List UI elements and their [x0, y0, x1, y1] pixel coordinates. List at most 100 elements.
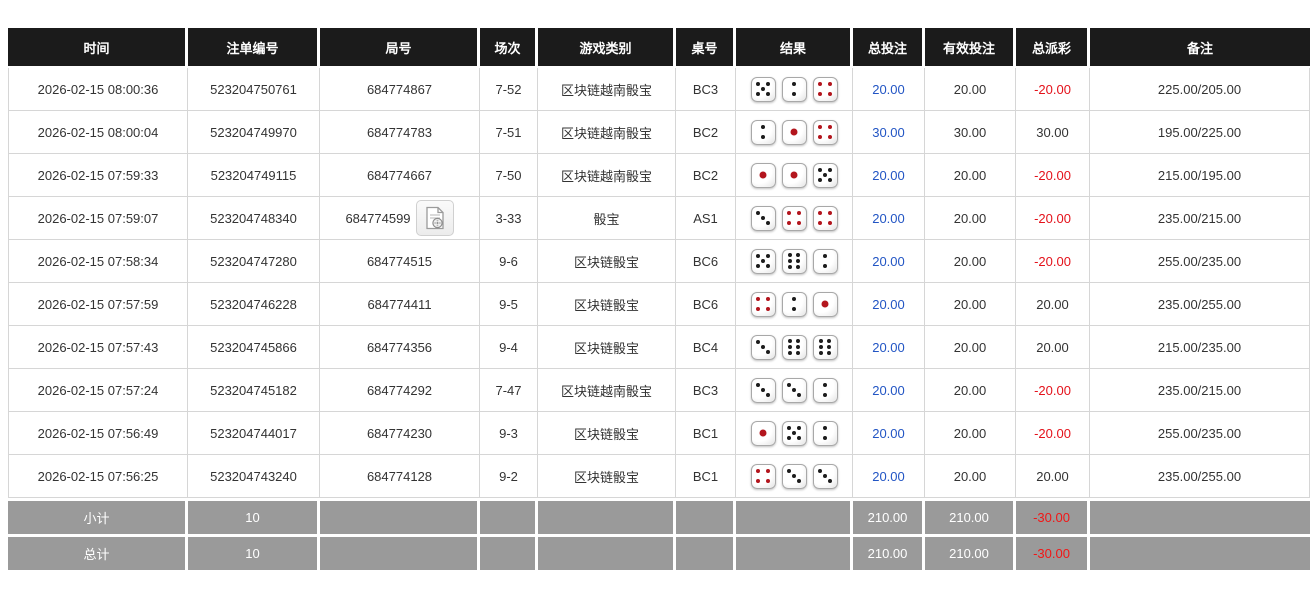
die-2: [812, 377, 838, 403]
summary-empty-table: [676, 534, 736, 570]
cell-session: 7-47: [480, 369, 538, 412]
round-id-wrap: 684774515: [323, 254, 476, 269]
cell-bet-id: 523204750761: [188, 68, 320, 111]
cell-time: 2026-02-15 08:00:04: [8, 111, 188, 154]
cell-table-no: BC6: [676, 283, 736, 326]
round-id-text: 684774599: [345, 210, 411, 226]
round-id-text: 684774411: [367, 296, 432, 312]
col-header-total-payout: 总派彩: [1016, 28, 1090, 68]
cell-round-id: 684774356: [320, 326, 480, 369]
summary-empty-note: [1090, 498, 1310, 534]
dice-result: [739, 420, 849, 446]
round-id-text: 684774515: [366, 253, 433, 269]
cell-bet-id: 523204748340: [188, 197, 320, 240]
cell-total-bet: 20.00: [853, 197, 925, 240]
die-6: [781, 248, 807, 274]
round-id-wrap: 684774292: [323, 383, 476, 398]
round-id-text: 684774292: [366, 382, 433, 398]
cell-round-id: 684774783: [320, 111, 480, 154]
table-row: 2026-02-15 07:56:49 523204744017 684774230…: [8, 412, 1310, 455]
cell-total-bet: 20.00: [853, 412, 925, 455]
cell-total-payout: -20.00: [1016, 240, 1090, 283]
cell-valid-bet: 20.00: [925, 154, 1016, 197]
cell-table-no: BC2: [676, 154, 736, 197]
die-4: [781, 205, 807, 231]
cell-time: 2026-02-15 07:56:25: [8, 455, 188, 498]
table-row: 2026-02-15 07:59:33 523204749115 684774667…: [8, 154, 1310, 197]
cell-total-payout: 20.00: [1016, 326, 1090, 369]
cell-bet-id: 523204746228: [188, 283, 320, 326]
cell-total-payout: -20.00: [1016, 197, 1090, 240]
cell-total-payout: -20.00: [1016, 68, 1090, 111]
cell-session: 9-5: [480, 283, 538, 326]
cell-bet-id: 523204745182: [188, 369, 320, 412]
cell-valid-bet: 20.00: [925, 197, 1016, 240]
cell-result: [736, 240, 853, 283]
cell-total-payout: 20.00: [1016, 283, 1090, 326]
die-2: [781, 76, 807, 102]
cell-table-no: BC4: [676, 326, 736, 369]
cell-note: 215.00/195.00: [1090, 154, 1310, 197]
cell-game-type: 区块链骰宝: [538, 412, 676, 455]
cell-time: 2026-02-15 07:59:33: [8, 154, 188, 197]
round-id-text: 684774783: [366, 124, 433, 140]
cell-table-no: BC3: [676, 369, 736, 412]
cell-round-id: 684774128: [320, 455, 480, 498]
cell-note: 225.00/205.00: [1090, 68, 1310, 111]
round-id-wrap: 684774128: [323, 469, 476, 484]
summary-label: 小计: [8, 498, 188, 534]
table-row: 2026-02-15 07:58:34 523204747280 684774515…: [8, 240, 1310, 283]
cell-time: 2026-02-15 07:57:59: [8, 283, 188, 326]
cell-game-type: 骰宝: [538, 197, 676, 240]
summary-empty-game: [538, 534, 676, 570]
cell-game-type: 区块链越南骰宝: [538, 154, 676, 197]
die-1: [812, 291, 838, 317]
cell-total-payout: -20.00: [1016, 412, 1090, 455]
subtotal-row: 小计 10 210.00 210.00 -30.00: [8, 498, 1310, 534]
cell-valid-bet: 20.00: [925, 68, 1016, 111]
cell-result: [736, 283, 853, 326]
cell-note: 235.00/255.00: [1090, 283, 1310, 326]
dice-result: [739, 162, 849, 188]
dice-result: [739, 334, 849, 360]
table-row: 2026-02-15 07:57:43 523204745866 684774356…: [8, 326, 1310, 369]
die-1: [750, 420, 776, 446]
col-header-round-id: 局号: [320, 28, 480, 68]
cell-round-id: 684774230: [320, 412, 480, 455]
video-replay-button[interactable]: [415, 200, 454, 236]
cell-result: [736, 68, 853, 111]
die-5: [750, 248, 776, 274]
col-header-table-no: 桌号: [676, 28, 736, 68]
cell-note: 255.00/235.00: [1090, 412, 1310, 455]
cell-session: 9-4: [480, 326, 538, 369]
round-id-wrap: 684774599: [323, 200, 476, 236]
cell-valid-bet: 20.00: [925, 283, 1016, 326]
cell-result: [736, 111, 853, 154]
summary-count: 10: [188, 498, 320, 534]
col-header-total-bet: 总投注: [853, 28, 925, 68]
cell-bet-id: 523204747280: [188, 240, 320, 283]
dice-result: [739, 248, 849, 274]
summary-count: 10: [188, 534, 320, 570]
summary-empty-session: [480, 534, 538, 570]
cell-session: 7-50: [480, 154, 538, 197]
cell-note: 195.00/225.00: [1090, 111, 1310, 154]
cell-time: 2026-02-15 07:57:24: [8, 369, 188, 412]
summary-empty-result: [736, 498, 853, 534]
cell-total-bet: 20.00: [853, 369, 925, 412]
die-2: [812, 420, 838, 446]
col-header-note: 备注: [1090, 28, 1310, 68]
table-header: 时间 注单编号 局号 场次 游戏类别 桌号 结果 总投注 有效投注 总派彩 备注: [8, 28, 1310, 68]
table-row: 2026-02-15 08:00:36 523204750761 684774867…: [8, 68, 1310, 111]
dice-result: [739, 76, 849, 102]
cell-round-id: 684774599: [320, 197, 480, 240]
cell-bet-id: 523204743240: [188, 455, 320, 498]
col-header-time: 时间: [8, 28, 188, 68]
table-row: 2026-02-15 07:59:07 523204748340 684774599…: [8, 197, 1310, 240]
summary-empty-round: [320, 534, 480, 570]
cell-result: [736, 197, 853, 240]
cell-round-id: 684774411: [320, 283, 480, 326]
cell-table-no: AS1: [676, 197, 736, 240]
die-1: [781, 162, 807, 188]
cell-note: 255.00/235.00: [1090, 240, 1310, 283]
